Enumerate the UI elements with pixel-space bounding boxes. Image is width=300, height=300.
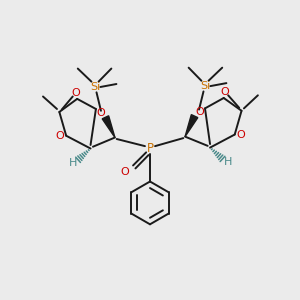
Text: Si: Si <box>90 82 100 92</box>
Text: P: P <box>146 142 154 155</box>
Text: O: O <box>221 87 230 97</box>
Text: O: O <box>96 108 105 118</box>
Text: O: O <box>121 167 129 177</box>
Text: O: O <box>55 131 64 141</box>
Text: Si: Si <box>200 81 210 91</box>
Text: H: H <box>224 158 232 167</box>
Text: O: O <box>71 88 80 98</box>
Polygon shape <box>102 116 115 137</box>
Text: O: O <box>195 107 204 117</box>
Text: O: O <box>237 130 246 140</box>
Text: H: H <box>68 158 77 168</box>
Polygon shape <box>185 115 198 136</box>
